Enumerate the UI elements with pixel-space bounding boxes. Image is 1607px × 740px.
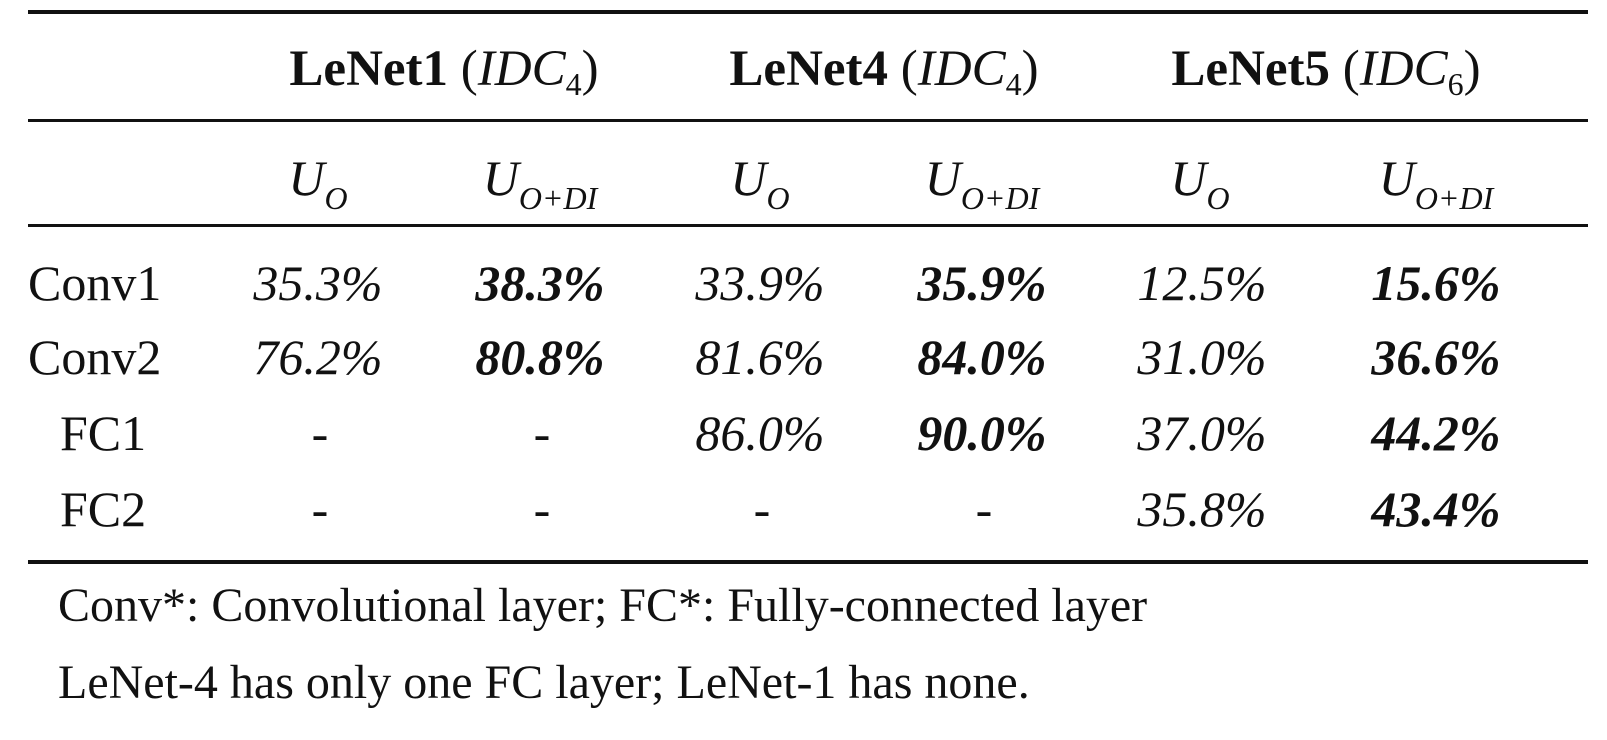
table-cell: - [975, 481, 993, 537]
table-cell: 37.0% [1137, 405, 1267, 461]
row-label-conv1: Conv1 [28, 255, 162, 311]
subheader-lenet4-uo: UO [730, 150, 790, 216]
group-header-lenet1: LeNet1 (IDC4) [289, 41, 599, 102]
table-cell: - [311, 481, 329, 537]
table-bottom-rule [28, 560, 1588, 564]
group-header-rule [28, 119, 1588, 122]
table-cell: 12.5% [1137, 255, 1267, 311]
table-cell: 81.6% [695, 329, 825, 385]
table-cell: 44.2% [1371, 405, 1501, 461]
subheader-lenet1-uo: UO [288, 150, 348, 216]
table-cell: 15.6% [1371, 255, 1501, 311]
table-cell: - [311, 405, 329, 461]
table-cell: - [533, 481, 551, 537]
table-cell: 31.0% [1137, 329, 1267, 385]
row-label-conv2: Conv2 [28, 329, 162, 385]
table-cell: 33.9% [695, 255, 825, 311]
table-cell: - [753, 481, 771, 537]
table-cell: 90.0% [917, 405, 1047, 461]
table-top-rule [28, 10, 1588, 14]
subheader-rule [28, 224, 1588, 227]
table-cell: - [533, 405, 551, 461]
subheader-lenet1-uodi: UO+DI [482, 150, 598, 216]
table-cell: 84.0% [917, 329, 1047, 385]
table-cell: 38.3% [475, 255, 605, 311]
table-note-layers: LeNet-4 has only one FC layer; LeNet-1 h… [58, 656, 1030, 709]
subheader-lenet5-uo: UO [1170, 150, 1230, 216]
table-cell: 76.2% [253, 329, 383, 385]
table-cell: 35.9% [917, 255, 1047, 311]
table-cell: 35.3% [253, 255, 383, 311]
table-cell: 36.6% [1371, 329, 1501, 385]
row-label-fc2: FC2 [60, 481, 147, 537]
table-cell: 80.8% [475, 329, 605, 385]
group-header-lenet5: LeNet5 (IDC6) [1171, 41, 1481, 102]
table-cell: 35.8% [1137, 481, 1267, 537]
table-note-abbreviations: Conv*: Convolutional layer; FC*: Fully-c… [58, 579, 1148, 632]
table-cell: 43.4% [1371, 481, 1501, 537]
subheader-lenet5-uodi: UO+DI [1378, 150, 1494, 216]
table-cell: 86.0% [695, 405, 825, 461]
row-label-fc1: FC1 [60, 405, 147, 461]
subheader-lenet4-uodi: UO+DI [924, 150, 1040, 216]
group-header-lenet4: LeNet4 (IDC4) [729, 41, 1039, 102]
